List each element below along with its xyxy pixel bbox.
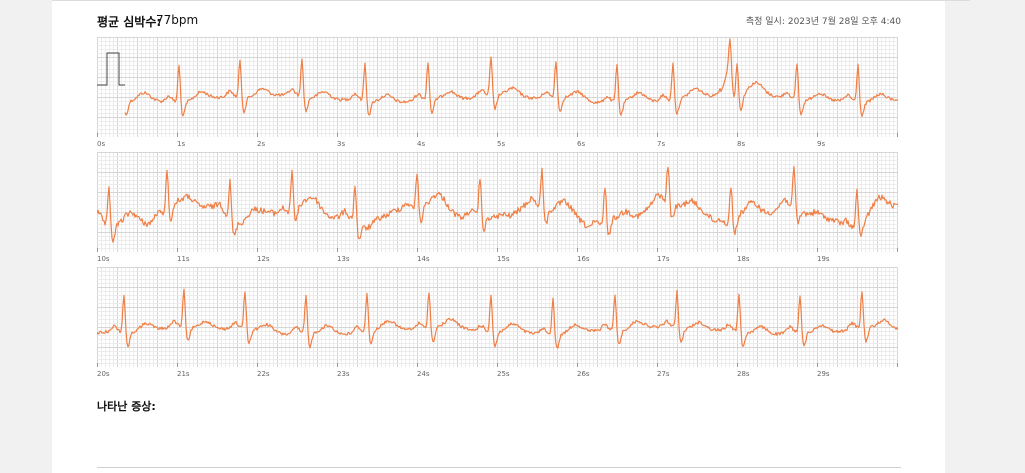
time-tick-label: 25s xyxy=(497,370,510,378)
top-divider xyxy=(52,0,970,1)
time-tick-label: 17s xyxy=(657,255,670,263)
time-tick-label: 5s xyxy=(497,140,506,148)
symptoms-title: 나타난 증상: xyxy=(97,400,156,413)
time-tick-label: 24s xyxy=(417,370,430,378)
time-tick-label: 28s xyxy=(737,370,750,378)
ecg-strip-2-chart xyxy=(97,152,898,252)
time-tick-label: 9s xyxy=(817,140,826,148)
ecg-trace xyxy=(97,288,898,349)
measurement-datetime-value: 2023년 7월 28일 오후 4:40 xyxy=(787,17,901,27)
time-tick-label: 20s xyxy=(97,370,110,378)
time-tick-label: 15s xyxy=(497,255,510,263)
ecg-strip-3 xyxy=(97,267,898,367)
time-tick-label: 10s xyxy=(97,255,110,263)
avg-heart-rate-value: 77bpm xyxy=(156,13,199,27)
time-tick-label: 0s xyxy=(97,140,106,148)
time-tick-label: 6s xyxy=(577,140,586,148)
ecg-strip-1-chart xyxy=(97,37,898,137)
time-tick-label: 4s xyxy=(417,140,426,148)
time-tick-label: 21s xyxy=(177,370,190,378)
time-tick-label: 22s xyxy=(257,370,270,378)
ecg-trace xyxy=(124,38,898,118)
time-tick-label: 16s xyxy=(577,255,590,263)
time-tick-label: 23s xyxy=(337,370,350,378)
time-tick-label: 8s xyxy=(737,140,746,148)
time-tick-label: 14s xyxy=(417,255,430,263)
calibration-pulse xyxy=(97,52,125,86)
time-tick-label: 3s xyxy=(337,140,346,148)
avg-heart-rate-label: 평균 심박수: xyxy=(97,15,162,29)
measurement-datetime-label: 측정 일시: xyxy=(745,17,785,27)
time-tick-label: 13s xyxy=(337,255,350,263)
time-tick-label: 1s xyxy=(177,140,186,148)
time-tick-label: 26s xyxy=(577,370,590,378)
time-tick-label: 12s xyxy=(257,255,270,263)
bottom-divider xyxy=(97,467,901,468)
report-header: 평균 심박수: 77bpm 측정 일시: 2023년 7월 28일 오후 4:40 xyxy=(97,13,901,31)
ecg-trace xyxy=(97,165,898,243)
time-tick-label: 19s xyxy=(817,255,830,263)
time-tick-label: 2s xyxy=(257,140,266,148)
time-tick-label: 29s xyxy=(817,370,830,378)
ecg-strip-3-chart xyxy=(97,267,898,367)
time-tick-label: 11s xyxy=(177,255,190,263)
ecg-strip-2 xyxy=(97,152,898,252)
time-tick-label: 27s xyxy=(657,370,670,378)
ecg-strip-1 xyxy=(97,37,898,137)
time-tick-label: 18s xyxy=(737,255,750,263)
measurement-datetime: 측정 일시: 2023년 7월 28일 오후 4:40 xyxy=(743,14,901,27)
time-tick-label: 7s xyxy=(657,140,666,148)
